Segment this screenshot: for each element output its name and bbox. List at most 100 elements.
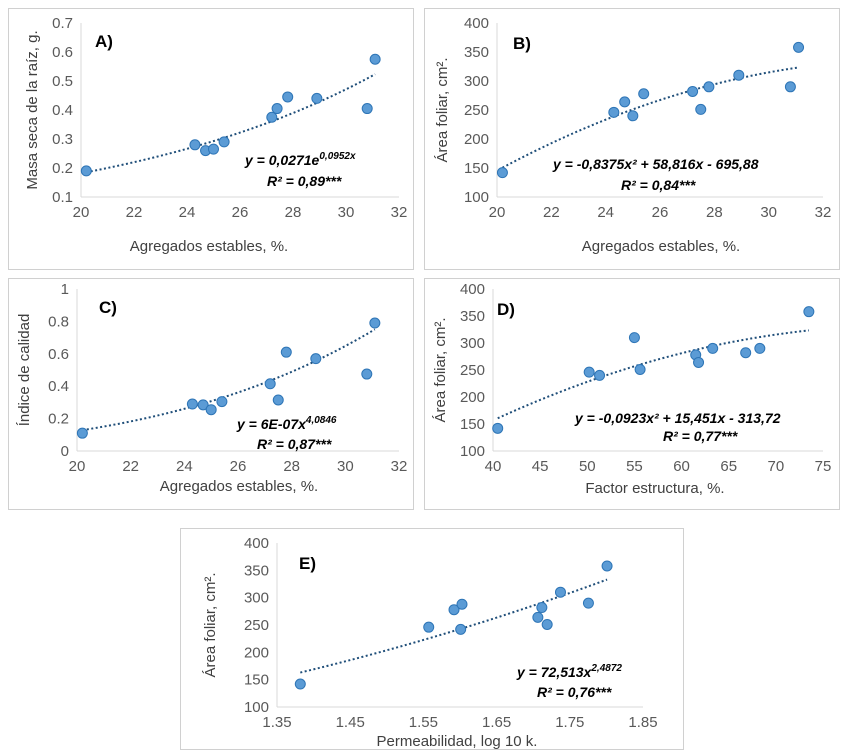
panel-label: C)	[99, 298, 117, 317]
equation-exponent: 2,4872	[590, 663, 622, 674]
y-tick-label: 200	[244, 644, 269, 661]
y-axis-title: Área foliar, cm².	[432, 317, 449, 422]
equation-text: y = 0,0271e	[244, 152, 320, 168]
data-point	[733, 69, 745, 81]
panel-label: B)	[513, 34, 531, 53]
y-tick-label: 400	[244, 535, 269, 552]
y-tick-label: 0.2	[48, 411, 69, 428]
data-point	[496, 167, 508, 179]
data-point	[361, 368, 373, 380]
y-tick-label: 250	[460, 362, 485, 379]
r-squared: R² = 0,87***	[257, 436, 332, 452]
panel-label: A)	[95, 32, 113, 51]
y-tick-label: 0.6	[52, 44, 73, 61]
x-tick-label: 1.35	[262, 714, 291, 731]
y-tick-label: 0.3	[52, 131, 73, 148]
y-tick-label: 0.1	[52, 189, 73, 206]
y-tick-label: 0.6	[48, 346, 69, 363]
trendline	[86, 73, 376, 174]
data-point	[628, 332, 640, 344]
data-point	[361, 103, 373, 115]
y-tick-label: 0.4	[48, 378, 69, 395]
data-point	[583, 366, 595, 378]
x-tick-label: 50	[579, 458, 596, 475]
y-tick-label: 300	[244, 590, 269, 607]
x-tick-label: 30	[760, 204, 777, 221]
data-point	[627, 110, 639, 122]
data-point	[208, 143, 219, 155]
x-axis-title: Permeabilidad, log 10 k.	[377, 733, 538, 750]
x-tick-label: 65	[720, 458, 737, 475]
y-tick-label: 0.2	[52, 160, 73, 177]
data-point	[707, 342, 719, 354]
y-axis-title: Área foliar, cm².	[434, 57, 451, 162]
data-point	[536, 602, 548, 614]
x-tick-label: 20	[69, 458, 86, 475]
data-point	[189, 139, 201, 151]
y-tick-label: 0.7	[52, 15, 73, 32]
data-point	[594, 369, 606, 381]
data-point	[264, 378, 276, 390]
y-axis-title: Índice de calidad	[16, 314, 33, 427]
chart-d-svg: 40 45 50 55 60 65 70 75 100 150 200 250 300 350 400 Fac…	[432, 281, 831, 497]
trendline	[82, 328, 376, 432]
x-axis-title: Agregados estables, %.	[130, 238, 288, 255]
data-point	[784, 81, 796, 93]
data-point	[803, 306, 815, 318]
data-point	[310, 353, 322, 365]
data-point	[703, 81, 715, 93]
x-axis-title: Agregados estables, %.	[582, 238, 740, 255]
x-tick-label: 22	[126, 204, 143, 221]
trend-equation: y = -0,8375x² + 58,816x - 695,88	[552, 156, 759, 172]
x-tick-label: 22	[122, 458, 139, 475]
data-point	[619, 96, 631, 108]
chart-e-svg: 1.35 1.45 1.55 1.65 1.75 1.85 100 150 200 250 300 3…	[202, 535, 658, 750]
x-tick-label: 32	[391, 458, 408, 475]
x-tick-label: 24	[597, 204, 614, 221]
equation-text: y = 72,513x	[516, 664, 593, 680]
y-tick-label: 400	[464, 15, 489, 32]
panel-label: D)	[497, 300, 515, 319]
y-tick-label: 400	[460, 281, 485, 298]
data-point	[554, 586, 566, 598]
x-tick-label: 1.65	[482, 714, 511, 731]
data-point	[311, 92, 323, 104]
x-tick-label: 1.45	[336, 714, 365, 731]
trendline	[300, 578, 608, 674]
x-tick-label: 28	[285, 204, 302, 221]
x-tick-label: 24	[179, 204, 196, 221]
data-point	[369, 317, 381, 329]
y-tick-label: 300	[464, 73, 489, 90]
x-tick-label: 30	[338, 204, 355, 221]
y-tick-label: 0.4	[52, 102, 73, 119]
y-tick-label: 100	[464, 189, 489, 206]
x-tick-label: 1.55	[409, 714, 438, 731]
y-tick-label: 150	[464, 160, 489, 177]
x-tick-label: 70	[768, 458, 785, 475]
x-axis-title: Agregados estables, %.	[160, 478, 318, 495]
trend-equation: y = 72,513x2,4872	[516, 663, 622, 680]
y-tick-label: 350	[244, 562, 269, 579]
data-point	[197, 399, 209, 411]
x-tick-label: 20	[489, 204, 506, 221]
chart-c-svg: 20 22 24 26 28 30 32 0 0.2 0.4 0.6 0.8 1 Agregados es…	[16, 281, 408, 495]
data-point	[272, 394, 284, 406]
r-squared: R² = 0,89***	[267, 173, 342, 189]
data-point	[205, 404, 217, 416]
equation-text: y = 6E-07x	[236, 416, 307, 432]
chart-panel-d: 40 45 50 55 60 65 70 75 100 150 200 250 300 350 400 Fac…	[424, 278, 840, 510]
y-tick-label: 150	[244, 672, 269, 689]
r-squared: R² = 0,76***	[537, 684, 612, 700]
r-squared: R² = 0,77***	[663, 428, 738, 444]
data-point	[532, 611, 544, 623]
data-point	[687, 85, 699, 97]
data-point	[218, 136, 230, 148]
data-point	[448, 604, 460, 616]
chart-panel-b: 20 22 24 26 28 30 32 100 150 200 250 300 350 400 Agreg…	[424, 8, 840, 270]
x-tick-label: 24	[176, 458, 193, 475]
trendline	[501, 66, 799, 169]
chart-panel-c: 20 22 24 26 28 30 32 0 0.2 0.4 0.6 0.8 1 Agregados es…	[8, 278, 414, 510]
x-tick-label: 26	[652, 204, 669, 221]
x-tick-label: 28	[706, 204, 723, 221]
y-tick-label: 250	[244, 617, 269, 634]
